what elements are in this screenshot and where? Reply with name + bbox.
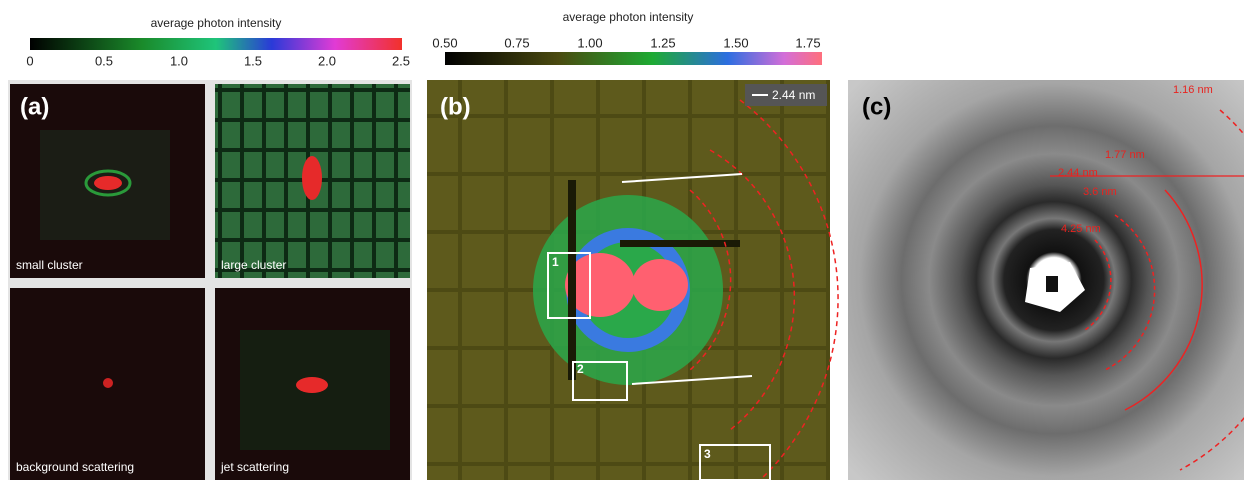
colorbar xyxy=(445,52,822,65)
panel-a: (a) small cluster large cluster backgrou… xyxy=(8,80,412,480)
panel-label: (b) xyxy=(440,93,471,120)
ring-label: 3.6 nm xyxy=(1083,186,1117,198)
colorbar-tick: 1.00 xyxy=(577,35,602,50)
colorbar-tick: 2.5 xyxy=(392,53,410,68)
colorbar-tick: 0 xyxy=(26,53,33,68)
colorbar-title: average photon intensity xyxy=(563,10,694,24)
colorbar-tick: 0.5 xyxy=(95,53,113,68)
colorbar-title: average photon intensity xyxy=(151,16,282,30)
colorbar-tick: 1.25 xyxy=(650,35,675,50)
scale-bar-label: 2.44 nm xyxy=(772,88,815,102)
ring-label: 2.44 nm xyxy=(1058,167,1098,179)
box-label: 2 xyxy=(577,362,584,376)
panel-c: (c) 1.16 nm 1.77 nm 2.44 nm 3.6 nm 4.25 … xyxy=(848,80,1244,480)
panel-label: (c) xyxy=(862,93,891,120)
colorbar-tick: 2.0 xyxy=(318,53,336,68)
subpanel-label: jet scattering xyxy=(220,460,289,474)
colorbar-tick: 1.50 xyxy=(723,35,748,50)
colorbar-tick: 1.5 xyxy=(244,53,262,68)
colorbar-tick: 1.0 xyxy=(170,53,188,68)
ring-label: 1.77 nm xyxy=(1105,149,1145,161)
colorbar-tick: 0.75 xyxy=(504,35,529,50)
panel-label: (a) xyxy=(20,93,49,120)
box-label: 1 xyxy=(552,255,559,269)
ring-label: 1.16 nm xyxy=(1173,84,1213,96)
colorbar xyxy=(30,38,402,50)
subpanel-label: large cluster xyxy=(221,258,286,272)
subpanel-label: background scattering xyxy=(16,460,134,474)
colorbar-tick: 0.50 xyxy=(432,35,457,50)
ring-label: 4.25 nm xyxy=(1061,223,1101,235)
panel-b: 2.44 nm (b) 1 2 3 xyxy=(427,80,839,480)
box-label: 3 xyxy=(704,447,711,461)
subpanel-label: small cluster xyxy=(16,258,83,272)
colorbar-tick: 1.75 xyxy=(795,35,820,50)
